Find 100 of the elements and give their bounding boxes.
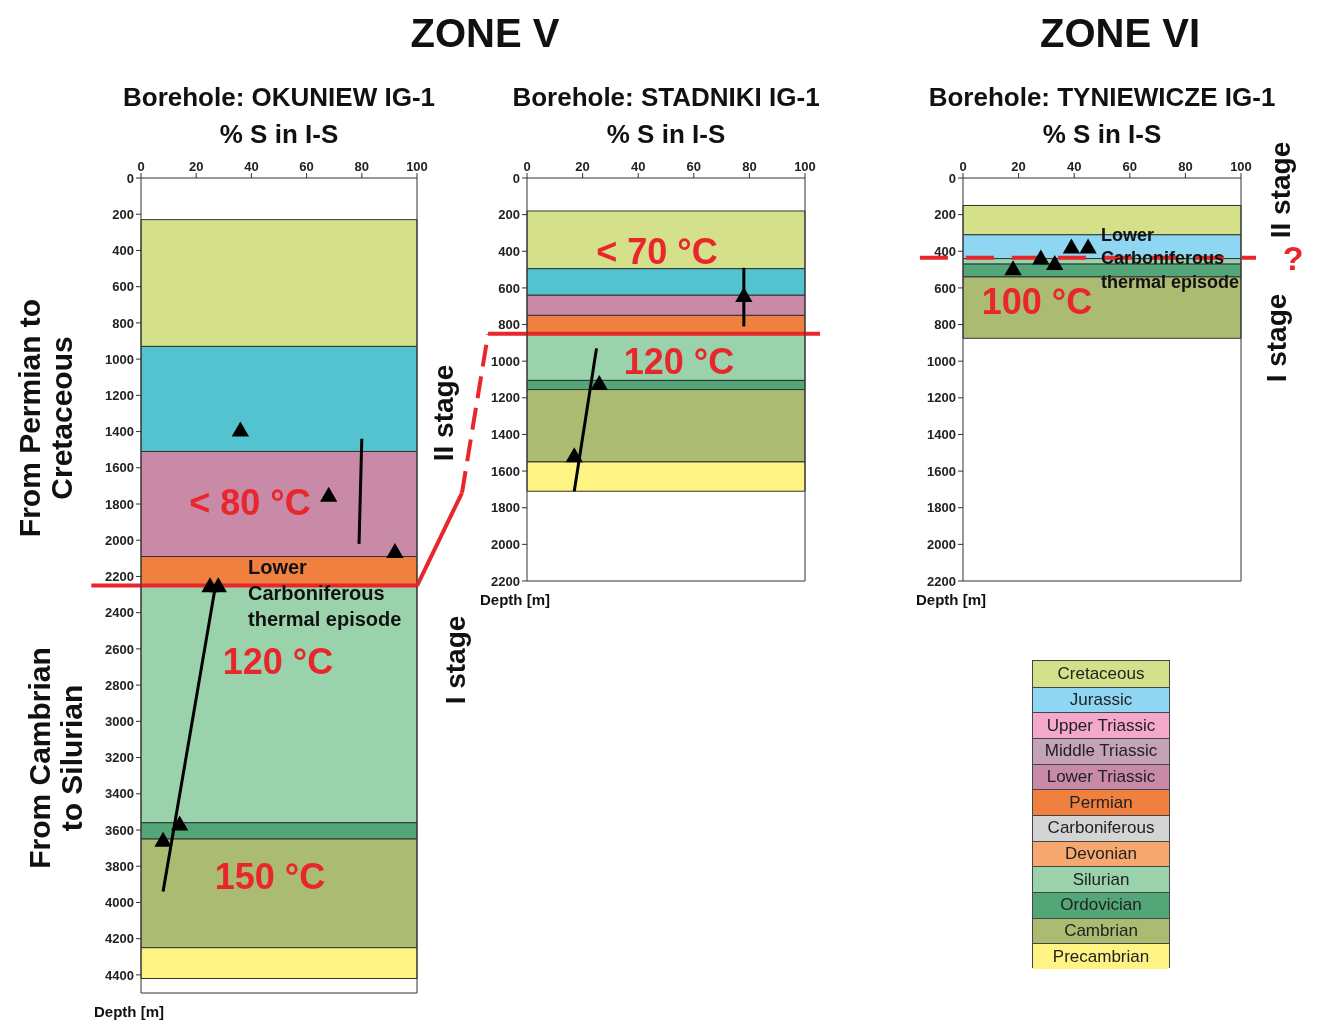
y-axis-title: Depth [m] bbox=[480, 591, 550, 608]
x-axis-title: % S in I-S bbox=[606, 118, 726, 150]
y-tick-label: 800 bbox=[498, 317, 520, 333]
x-tick-label: 40 bbox=[630, 159, 646, 174]
annotation: 120 °C bbox=[222, 641, 334, 683]
chart-title: Borehole: OKUNIEW IG-1 bbox=[122, 81, 436, 113]
point bbox=[590, 374, 608, 390]
x-tick-label: 100 bbox=[406, 159, 428, 174]
x-tick-label: 80 bbox=[742, 159, 757, 174]
y-tick-label: 0 bbox=[948, 170, 956, 186]
x-tick-label: 80 bbox=[1178, 159, 1193, 174]
y-tick-label: 800 bbox=[934, 317, 956, 333]
point bbox=[154, 831, 172, 847]
x-tick-label: 20 bbox=[575, 159, 590, 174]
category-label: Carboniferous bbox=[1033, 814, 1169, 841]
y-tick-label: 400 bbox=[498, 243, 520, 259]
x-axis-title: % S in I-S bbox=[219, 118, 339, 150]
x-tick-label: 0 bbox=[523, 159, 531, 174]
y-tick-label: 3000 bbox=[105, 713, 134, 729]
category-label: Ordovician bbox=[1033, 891, 1169, 918]
y-tick-label: 1400 bbox=[491, 427, 520, 443]
y-tick-label: 2000 bbox=[491, 536, 520, 552]
x-tick-label: 0 bbox=[137, 159, 145, 174]
y-axis-title: Depth [m] bbox=[94, 1003, 164, 1020]
y-tick-label: 1600 bbox=[927, 463, 956, 479]
category-label: Permian bbox=[1033, 789, 1169, 815]
x-tick-label: 20 bbox=[1011, 159, 1026, 174]
y-tick-label: 1600 bbox=[105, 460, 134, 476]
y-tick-label: 3600 bbox=[105, 822, 134, 838]
y-tick-label: 4200 bbox=[105, 931, 134, 947]
text: ZONE VI bbox=[1039, 11, 1201, 55]
y-tick-label: 600 bbox=[112, 279, 134, 295]
chart-title: Borehole: TYNIEWICZE IG-1 bbox=[928, 81, 1276, 113]
y-tick-label: 3800 bbox=[105, 858, 134, 874]
y-tick-label: 1200 bbox=[491, 390, 520, 406]
category-label: Middle Triassic bbox=[1033, 737, 1169, 764]
y-tick-label: 600 bbox=[498, 280, 520, 296]
text: II stage bbox=[428, 364, 460, 462]
annotation: 100 °C bbox=[981, 281, 1093, 323]
category-label: Lower Triassic bbox=[1033, 763, 1169, 790]
y-tick-label: 600 bbox=[934, 280, 956, 296]
x-tick-label: 60 bbox=[299, 159, 314, 174]
y-tick-label: 200 bbox=[498, 207, 520, 223]
annotation: < 80 °C bbox=[189, 482, 311, 524]
category-label: Cretaceous bbox=[1033, 661, 1169, 687]
point bbox=[320, 486, 338, 502]
annotation: < 70 °C bbox=[596, 231, 718, 273]
y-tick-label: 1000 bbox=[105, 351, 134, 367]
y-tick-label: 1400 bbox=[927, 427, 956, 443]
x-tick-label: 20 bbox=[188, 159, 204, 174]
x-tick-label: 60 bbox=[686, 159, 702, 174]
y-tick-label: 2200 bbox=[105, 569, 134, 585]
y-tick-label: 1200 bbox=[105, 387, 134, 403]
y-tick-label: 1800 bbox=[105, 496, 134, 512]
annotation: 150 °C bbox=[214, 856, 326, 898]
category-label: Cambrian bbox=[1033, 917, 1169, 944]
text: I stage bbox=[1261, 293, 1293, 383]
x-tick-label: 0 bbox=[959, 159, 967, 174]
y-tick-label: 4400 bbox=[105, 967, 134, 983]
y-tick-label: 200 bbox=[934, 207, 956, 223]
point bbox=[231, 421, 250, 437]
x-tick-label: 80 bbox=[354, 159, 370, 174]
y-tick-label: 1000 bbox=[927, 353, 956, 369]
y-tick-label: 1800 bbox=[927, 500, 956, 516]
text: ZONE V bbox=[410, 11, 560, 55]
annotation: Lower Carboniferous thermal episode bbox=[248, 555, 403, 632]
x-tick-label: 60 bbox=[1122, 159, 1138, 174]
text: From Cambrian to Silurian bbox=[22, 646, 87, 871]
y-tick-label: 1400 bbox=[105, 424, 134, 440]
text: From Permian to Cretaceous bbox=[12, 298, 77, 538]
x-tick-label: 40 bbox=[244, 159, 259, 174]
y-tick-label: 2200 bbox=[927, 573, 956, 589]
y-tick-label: 800 bbox=[112, 315, 134, 331]
y-tick-label: 1200 bbox=[927, 390, 956, 406]
chart-title: Borehole: STADNIKI IG-1 bbox=[512, 81, 820, 113]
y-tick-label: 2000 bbox=[105, 532, 134, 548]
y-tick-label: 3400 bbox=[105, 786, 134, 802]
category-label: Silurian bbox=[1033, 866, 1169, 892]
x-tick-label: 100 bbox=[1230, 159, 1252, 174]
y-tick-label: 400 bbox=[934, 243, 956, 259]
y-tick-label: 1000 bbox=[491, 353, 520, 369]
y-tick-label: 1800 bbox=[491, 500, 520, 516]
x-tick-label: 100 bbox=[794, 159, 816, 174]
y-tick-label: 200 bbox=[112, 206, 134, 222]
y-tick-label: 2600 bbox=[105, 641, 134, 657]
y-axis-title: Depth [m] bbox=[916, 591, 986, 608]
y-tick-label: 4000 bbox=[105, 895, 134, 911]
category-label: Upper Triassic bbox=[1033, 712, 1169, 738]
category-label: Jurassic bbox=[1033, 686, 1169, 713]
y-tick-label: 2000 bbox=[927, 536, 956, 552]
text: II stage bbox=[1265, 141, 1297, 239]
y-tick-label: 400 bbox=[112, 243, 134, 259]
x-tick-label: 40 bbox=[1066, 159, 1082, 174]
category-label: Devonian bbox=[1033, 840, 1169, 867]
y-tick-label: 3200 bbox=[105, 750, 134, 766]
y-tick-label: 2800 bbox=[105, 677, 134, 693]
annotation: 120 °C bbox=[623, 341, 735, 383]
y-tick-label: 0 bbox=[126, 170, 134, 186]
text: I stage bbox=[440, 615, 472, 705]
x-axis-title: % S in I-S bbox=[1042, 118, 1162, 150]
